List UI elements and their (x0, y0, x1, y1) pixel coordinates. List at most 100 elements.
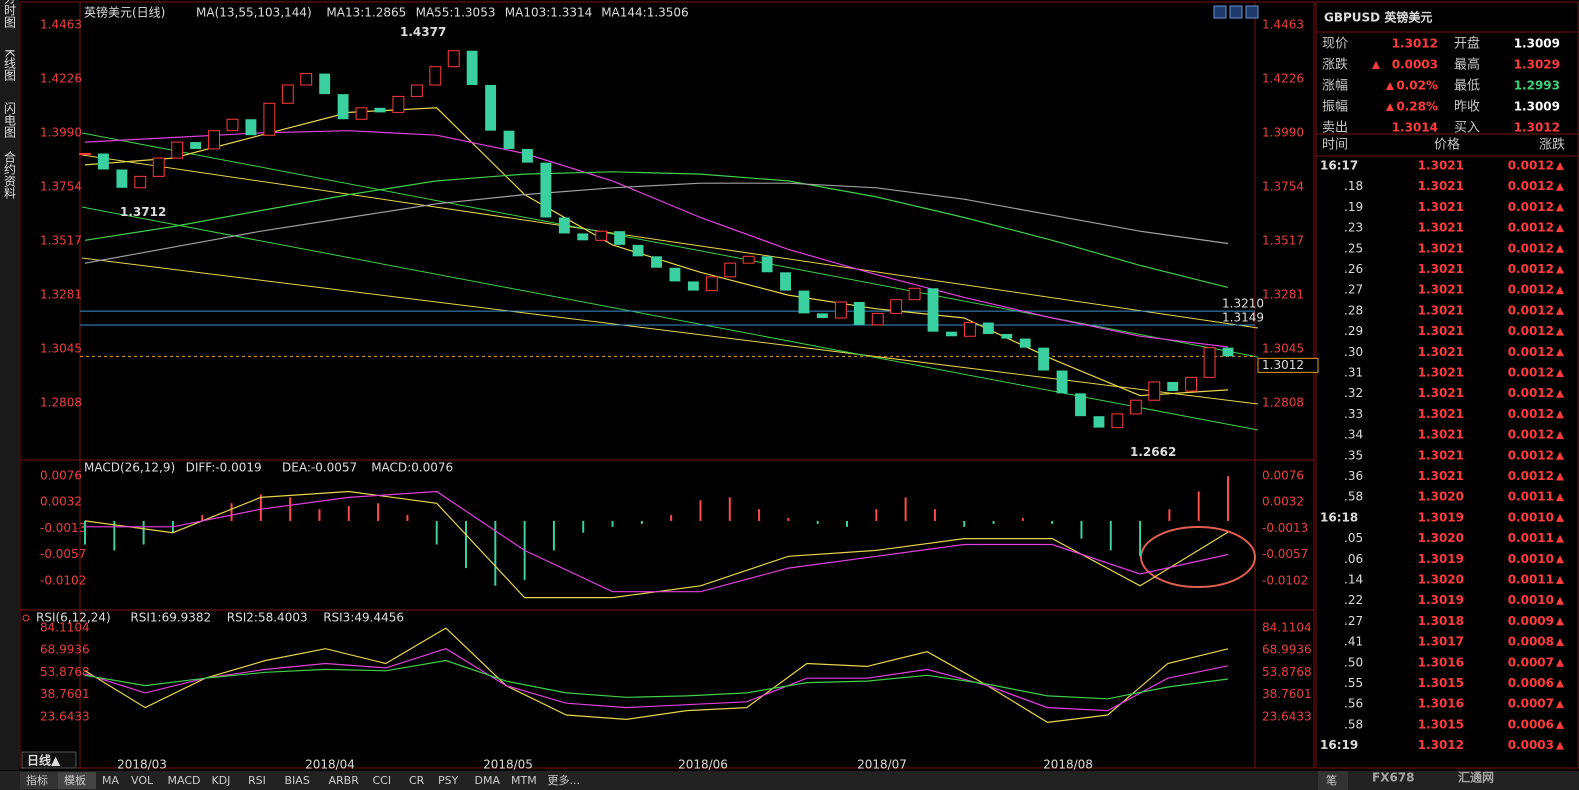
y-tick-label: 1.4226 (1262, 72, 1304, 86)
tick-change: 0.0012 (1508, 345, 1554, 359)
button[interactable] (1213, 5, 1227, 19)
candle (687, 281, 699, 291)
legend-item: MA144:1.3506 (601, 6, 689, 20)
toolbar-item[interactable]: ARBR (329, 774, 360, 787)
tick-change: 0.0010 (1508, 552, 1554, 566)
candle (1167, 381, 1179, 392)
tick-time: .56 (1344, 697, 1363, 711)
highlight-ellipse (1140, 526, 1256, 588)
toolbar-item[interactable]: CR (409, 774, 425, 787)
y-tick-label: 23.6433 (1262, 710, 1312, 724)
quote-label: 涨幅 (1322, 79, 1348, 94)
up-arrow (1556, 576, 1564, 584)
side-tab[interactable]: K线图 (3, 49, 17, 81)
tick-time: 16:19 (1320, 738, 1358, 752)
candle (447, 50, 460, 68)
up-arrow (1556, 493, 1564, 502)
y-tick-label: 68.9936 (40, 643, 90, 657)
side-tab[interactable]: 分时图 (3, 0, 17, 28)
period-label[interactable]: 日线▲ (27, 753, 61, 768)
toolbar-item[interactable]: DMA (475, 774, 501, 787)
candle (97, 153, 109, 170)
y-tick-label: 1.3517 (1262, 233, 1304, 247)
candle (908, 287, 921, 301)
candle (834, 301, 847, 319)
toolbar-item[interactable]: VOL (131, 774, 154, 787)
candle (540, 162, 552, 218)
side-tab[interactable]: 闪电图 (3, 102, 17, 138)
tick-price: 1.3018 (1418, 614, 1464, 628)
candle (1203, 347, 1216, 378)
toolbar-item[interactable]: BIAS (285, 774, 310, 787)
window-buttons[interactable] (1213, 5, 1259, 19)
toolbar-item[interactable]: MACD (168, 774, 201, 787)
y-tick-label: 1.4463 (1262, 17, 1304, 31)
up-arrow (1556, 741, 1564, 750)
indicator-line (84, 659, 1229, 700)
quote-value: 1.3014 (1392, 121, 1438, 135)
up-arrow (1556, 203, 1564, 212)
level-label: 1.3149 (1222, 311, 1264, 325)
candle (79, 153, 91, 156)
tick-time: .30 (1344, 345, 1363, 359)
candle (190, 142, 202, 149)
price-annotation: 1.3712 (120, 205, 166, 219)
tick-price: 1.3021 (1418, 241, 1464, 255)
tick-change: 0.0011 (1508, 531, 1554, 545)
legend-item: DEA:-0.0057 (282, 461, 357, 475)
candle (1148, 381, 1161, 401)
indicator-name: RSI(6,12,24) (36, 611, 111, 625)
tick-price: 1.3020 (1418, 573, 1464, 587)
footer-label[interactable]: 笔 (1326, 773, 1337, 787)
period-button[interactable] (21, 751, 77, 769)
table-header: 涨跌 (1539, 137, 1565, 153)
tick-price: 1.3020 (1418, 531, 1464, 545)
candle (392, 95, 405, 113)
side-tabs (0, 0, 19, 770)
toolbar-item[interactable]: MA (102, 774, 119, 787)
last-price-box (1257, 357, 1319, 373)
x-tick-label: 2018/07 (857, 758, 907, 772)
x-tick-label: 2018/08 (1043, 758, 1093, 772)
button[interactable] (1245, 5, 1259, 19)
quote-value: 1.3012 (1392, 37, 1438, 51)
y-tick-label: 1.4226 (40, 72, 82, 86)
toolbar-item[interactable]: KDJ (212, 774, 231, 787)
candle (134, 175, 147, 189)
toolbar-tab[interactable] (20, 772, 58, 789)
tick-change: 0.0012 (1508, 159, 1554, 173)
toolbar-item[interactable]: 指标 (26, 773, 48, 787)
tick-time: 16:17 (1320, 159, 1358, 173)
tick-price: 1.3017 (1418, 635, 1464, 649)
toolbar-item[interactable]: MTM (511, 774, 537, 787)
tick-price: 1.3021 (1418, 283, 1464, 297)
toolbar-tab[interactable] (58, 772, 96, 789)
candle (963, 322, 976, 337)
candle (466, 50, 478, 85)
legend-item: MA13:1.2865 (326, 6, 406, 20)
up-arrow (1372, 61, 1380, 69)
up-arrow (1556, 244, 1564, 253)
toolbar-item[interactable]: PSY (438, 774, 459, 787)
side-tab[interactable]: 合约资料 (3, 150, 17, 199)
price-annotation: 1.4377 (400, 25, 446, 39)
up-arrow (1556, 348, 1564, 357)
up-arrow (1556, 451, 1564, 460)
quote-value: 0.02% (1396, 79, 1438, 93)
toolbar-item[interactable]: RSI (248, 774, 266, 787)
toolbar-item[interactable]: CCI (373, 774, 392, 787)
toolbar-item[interactable]: 更多... (548, 773, 581, 787)
tick-price: 1.3021 (1418, 324, 1464, 338)
toolbar-item[interactable]: 模板 (64, 773, 86, 787)
y-tick-label: 1.3045 (40, 341, 82, 355)
tick-change: 0.0010 (1508, 510, 1554, 524)
tick-price: 1.3021 (1418, 221, 1464, 235)
quote-value: 1.3009 (1514, 100, 1560, 114)
tick-time: .31 (1344, 366, 1363, 380)
quote-label: 最低 (1454, 79, 1480, 94)
toolbar (0, 771, 1579, 790)
footer-tab[interactable] (1318, 771, 1348, 790)
button[interactable] (1229, 5, 1243, 19)
quote-label: 卖出 (1322, 121, 1348, 136)
tick-time: .33 (1344, 407, 1363, 421)
